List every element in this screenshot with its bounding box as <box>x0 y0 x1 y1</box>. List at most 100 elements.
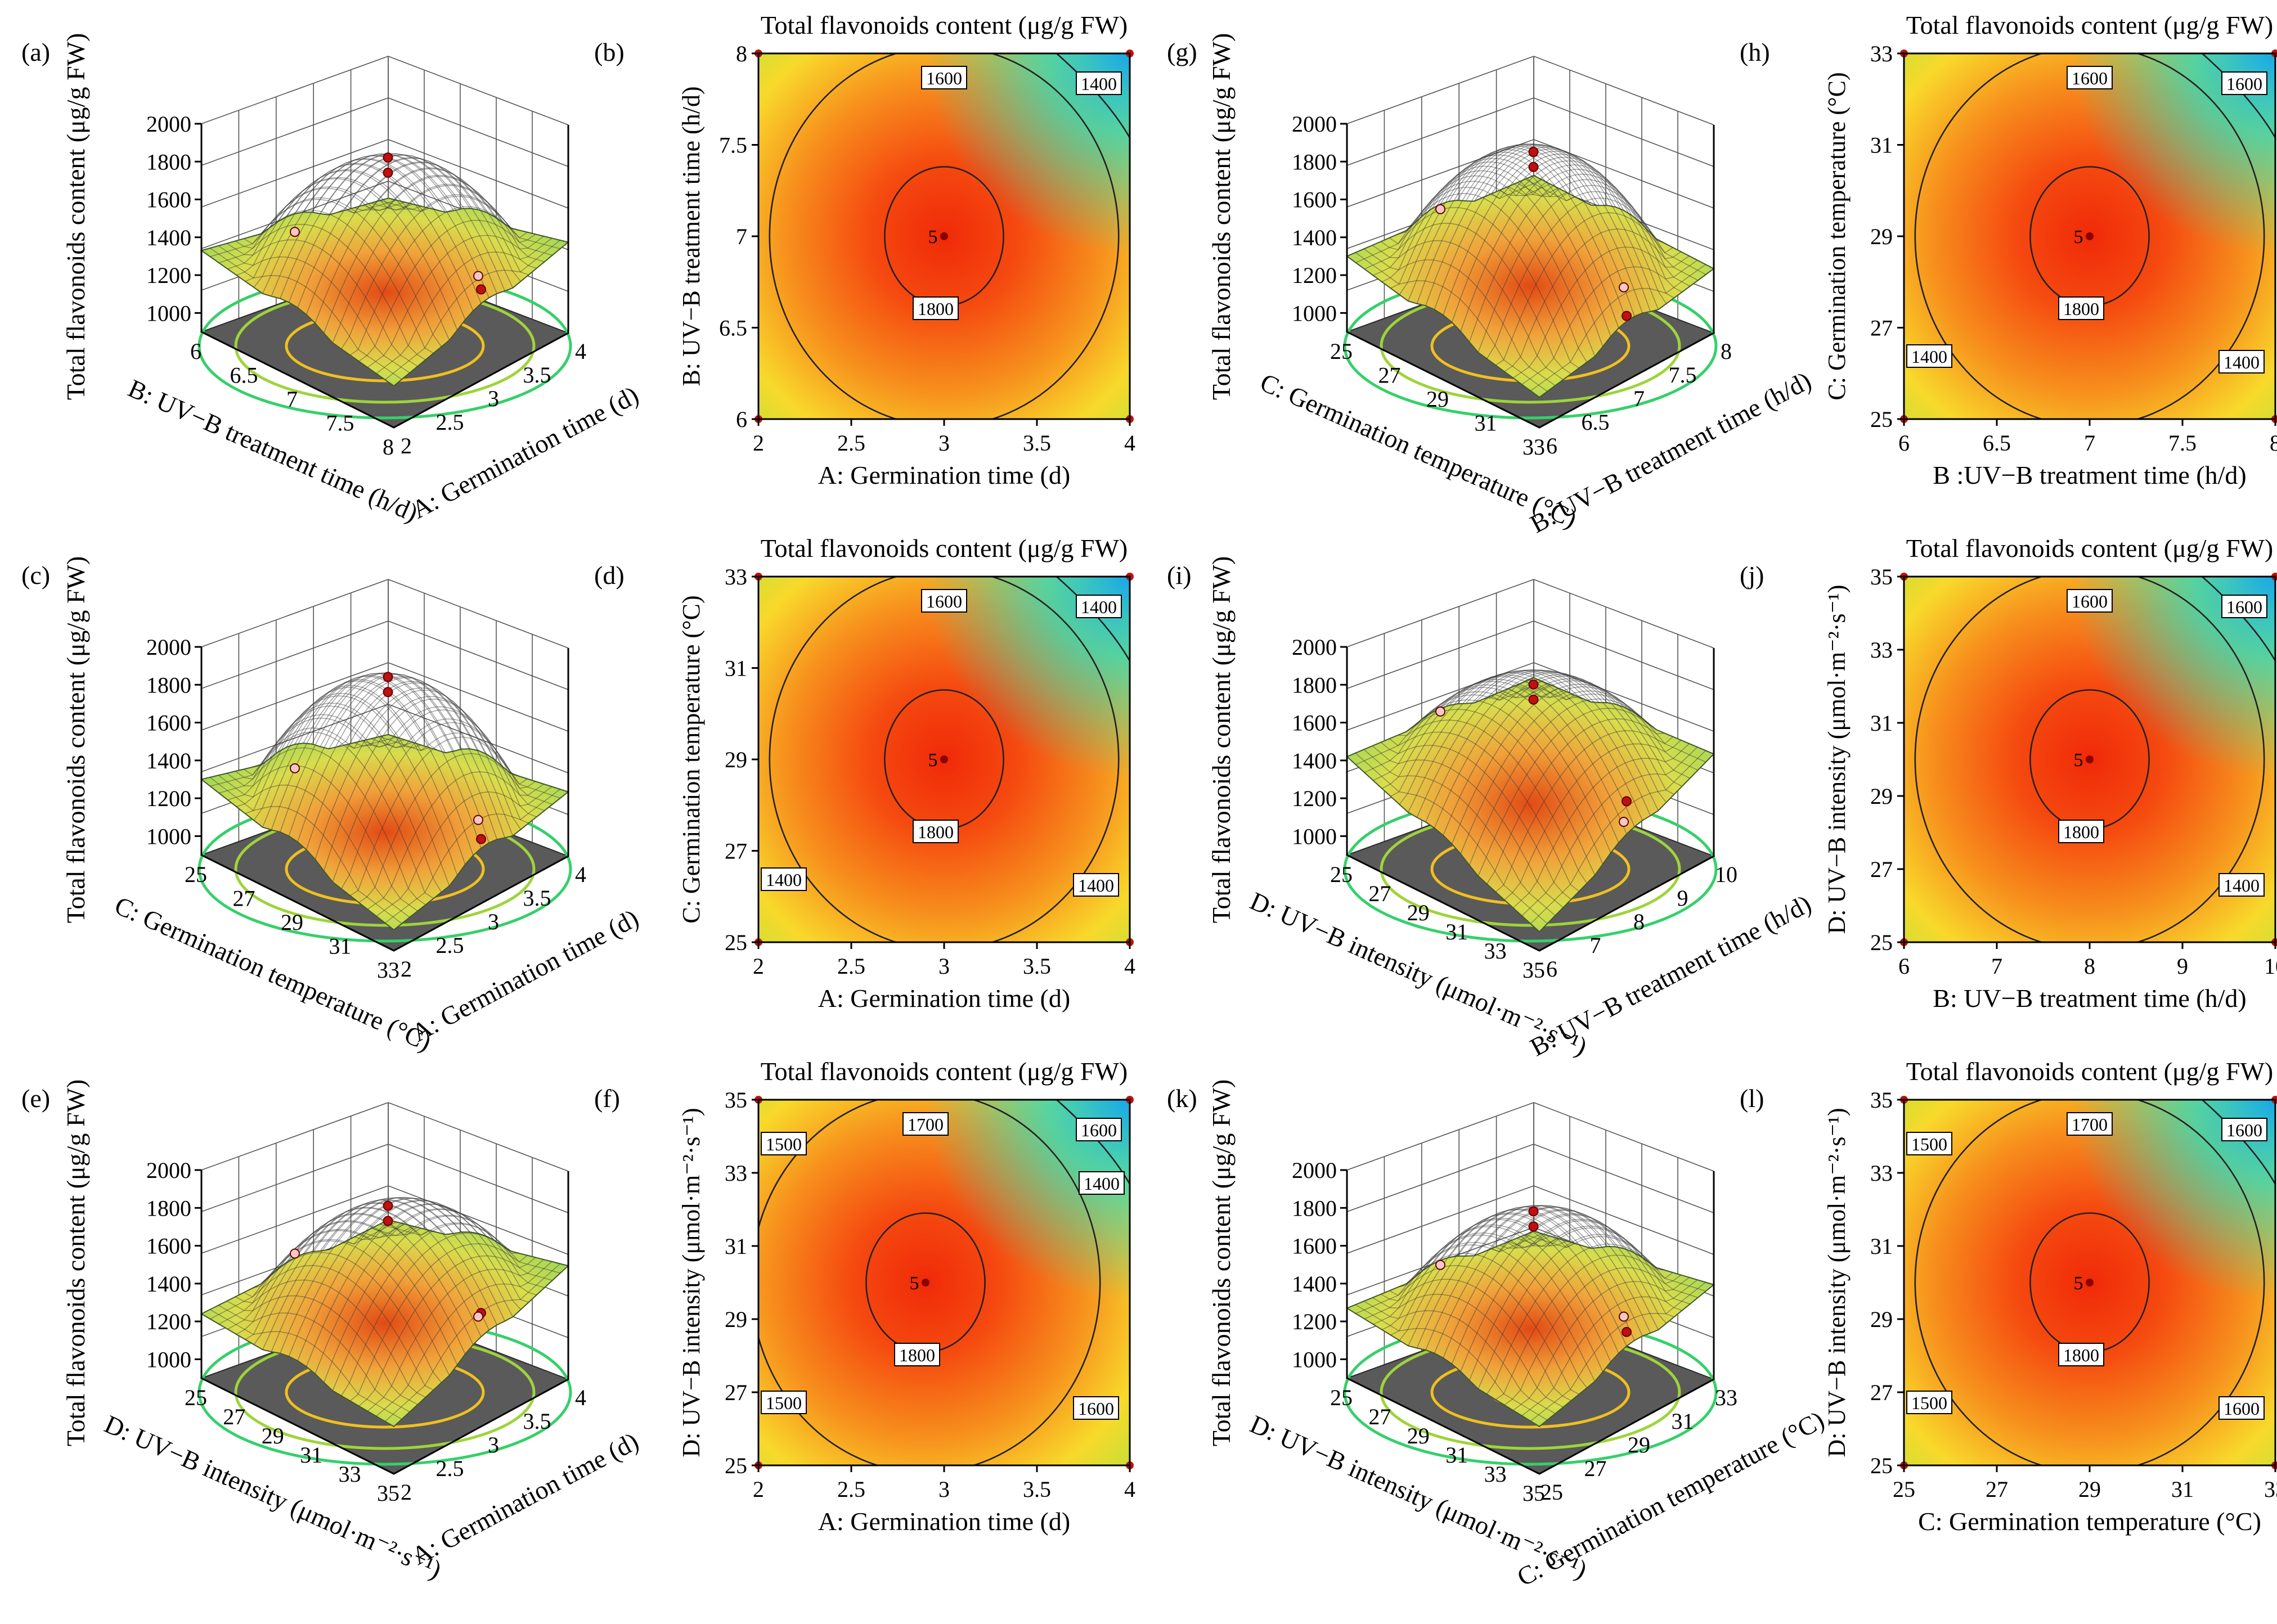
z-tick-label: 1800 <box>146 149 191 174</box>
x-tick-label: 2 <box>753 430 764 456</box>
mesh-line <box>226 239 418 367</box>
mesh-line <box>1431 685 1619 843</box>
contour-label: 1800 <box>2063 299 2099 319</box>
mesh-line <box>1372 745 1564 908</box>
contour-label: 1600 <box>2226 1120 2262 1140</box>
y-tick-label: 31 <box>300 1442 322 1468</box>
z-tick-label: 1600 <box>1292 1234 1337 1259</box>
center-count: 5 <box>2074 750 2083 771</box>
contour-label: 1600 <box>2226 74 2262 94</box>
x-tick-label: 2.5 <box>837 953 865 979</box>
panel-label: (h) <box>1740 38 1770 66</box>
mesh-line <box>1423 1224 1611 1362</box>
contour-line <box>1056 53 1130 138</box>
y-tick-label: 7 <box>736 224 747 249</box>
mesh-line <box>358 753 536 903</box>
contour-label-box <box>1076 595 1122 618</box>
contour-label-box <box>1079 1171 1125 1195</box>
z-tick-label: 1400 <box>1292 748 1337 773</box>
mesh-line <box>1355 753 1548 924</box>
y-tick-label: 27 <box>1870 1380 1893 1405</box>
z-tick-label: 1400 <box>1292 1271 1337 1297</box>
y-tick-label: 27 <box>1870 316 1893 341</box>
mesh-line <box>358 1255 536 1407</box>
mesh-line <box>1355 1304 1548 1421</box>
y-tick-label: 29 <box>1426 386 1449 412</box>
panel-h: (h) Total flavonoids content (μg/g FW) 180… <box>1740 11 2277 489</box>
mesh-line <box>1406 1241 1596 1382</box>
mesh-line <box>1504 228 1682 372</box>
contour-label: 1400 <box>1911 347 1947 367</box>
mesh-line <box>1451 1213 1633 1365</box>
z-axis-title: Total flavonoids content (μg/g FW) <box>1207 33 1236 401</box>
wall-gridline <box>388 139 569 209</box>
mesh-line <box>1381 1279 1571 1401</box>
mesh-line <box>393 241 569 386</box>
box-frame <box>1346 647 1715 952</box>
x-tick-label: 8 <box>2270 430 2277 456</box>
y-tick-label: 35 <box>725 1087 747 1113</box>
y-tick-label: 8 <box>383 434 394 460</box>
wall-gridline <box>201 662 389 731</box>
x-tick-label: 7 <box>1991 953 2002 979</box>
design-point <box>1528 1221 1539 1232</box>
mesh-line <box>341 1232 519 1396</box>
mesh-line <box>349 1243 528 1401</box>
mesh-line <box>1512 246 1690 379</box>
contour-line <box>1914 53 2265 419</box>
y-axis-title: D: UV−B intensity (μmol·m⁻²·s⁻¹) <box>1823 584 1851 934</box>
wall-gridline <box>1533 1102 1714 1172</box>
design-point <box>1435 204 1445 214</box>
mesh-line <box>306 161 487 315</box>
x-tick-label: 4 <box>575 1385 586 1410</box>
y-tick-label: 7.5 <box>326 411 354 436</box>
center-point <box>2086 1279 2094 1286</box>
x-tick-label: 3 <box>938 1477 950 1502</box>
mesh-line <box>209 777 402 924</box>
mesh-line <box>1530 1281 1706 1421</box>
wall-gridline <box>201 97 389 166</box>
y-tick-label: 29 <box>725 747 747 772</box>
z-tick-label: 1200 <box>146 786 191 811</box>
contour-label: 1700 <box>2072 1114 2108 1135</box>
contour-label: 1800 <box>918 299 954 319</box>
mesh-line <box>1539 753 1714 932</box>
center-count: 5 <box>928 227 938 248</box>
mesh-line <box>286 1213 474 1345</box>
wall-gridline <box>201 1185 389 1254</box>
design-point <box>383 687 393 698</box>
contour-label: 1800 <box>2063 1345 2099 1365</box>
contour-label-box <box>1073 873 1119 897</box>
x-tick-label: 33 <box>2264 1477 2277 1502</box>
box-frame <box>200 124 569 429</box>
panel-label: (b) <box>594 38 625 66</box>
contour-label-box <box>1073 1396 1119 1420</box>
wall-gridline <box>1346 579 1534 647</box>
mesh-line <box>252 717 442 893</box>
z-tick-label: 2000 <box>1292 111 1337 137</box>
y-tick-label: 27 <box>725 1380 747 1405</box>
contour-title: Total flavonoids content (μg/g FW) <box>1906 1057 2274 1086</box>
contour-label-box <box>2218 350 2265 374</box>
contour-label-box <box>2218 873 2265 897</box>
x-tick-label: 2 <box>753 1477 764 1502</box>
contour-label: 1400 <box>2224 352 2260 372</box>
contour-label-box <box>2218 1396 2265 1420</box>
wall-gridline <box>201 1102 389 1171</box>
wall-gridline <box>1346 56 1534 124</box>
design-point <box>1619 817 1629 827</box>
z-tick-label: 1200 <box>1292 1309 1337 1334</box>
mesh-line <box>1495 212 1673 366</box>
contour-line <box>2202 577 2275 662</box>
y-tick-label: 33 <box>1484 938 1507 964</box>
contour-line <box>758 1100 1101 1465</box>
y-axis-title: D: UV−B intensity (μmol·m⁻²·s⁻¹) <box>1823 1108 1851 1457</box>
mesh-line <box>261 186 450 340</box>
z-axis-title: Total flavonoids content (μg/g FW) <box>61 1079 90 1447</box>
contour-label: 1700 <box>908 1114 944 1135</box>
surface-mesh <box>1346 143 1714 398</box>
wall-gridline <box>388 620 569 690</box>
contour-line <box>769 53 1120 419</box>
z-tick-label: 1400 <box>146 748 191 773</box>
z-tick-label: 1400 <box>1292 225 1337 250</box>
